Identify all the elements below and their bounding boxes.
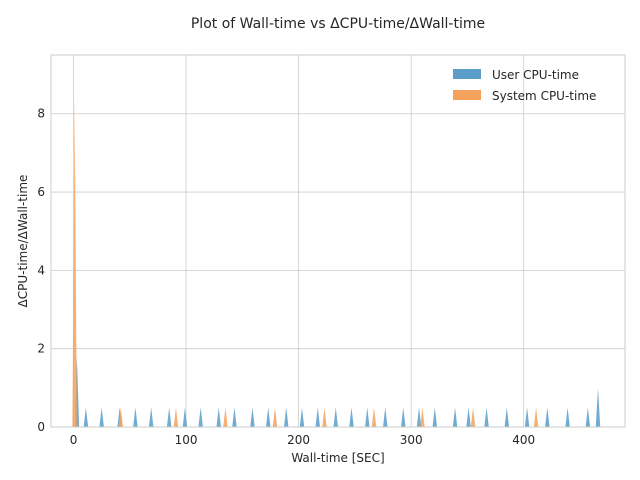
area-spike [416,407,422,427]
grid-lines [51,55,625,428]
area-spike [198,407,203,427]
y-tick-label: 0 [37,420,45,434]
y-tick-label: 6 [37,185,45,199]
area-spike [182,407,188,427]
area-spike [133,407,138,427]
y-axis-label: ΔCPU-time/ΔWall-time [16,175,30,308]
y-tick-label: 2 [37,342,45,356]
legend: User CPU-time System CPU-time [453,68,596,103]
area-spike [585,407,591,427]
area-spike [83,407,89,427]
area-spike [470,407,476,427]
x-tick-label: 200 [287,433,310,447]
area-spike [420,407,425,427]
area-spike [72,98,77,428]
area-spike [216,407,221,427]
legend-swatch-user-cpu [453,69,481,79]
area-spike [250,407,255,427]
legend-label-system-cpu: System CPU-time [492,89,596,103]
area-spike [173,407,179,427]
x-axis-label: Wall-time [SEC] [291,451,384,465]
area-spike [299,407,305,427]
legend-label-user-cpu: User CPU-time [492,68,579,82]
x-tick-label: 400 [512,433,535,447]
area-spike [232,407,237,427]
area-spike [504,407,510,427]
series-layer [72,98,601,428]
area-spike [349,407,354,427]
area-spike [333,407,338,427]
chart-title: Plot of Wall-time vs ΔCPU-time/ΔWall-tim… [191,16,485,32]
plot-frame [50,54,626,428]
area-spike [595,387,601,427]
area-spike [452,407,458,427]
area-spike [272,407,278,427]
area-spike [223,407,228,427]
legend-swatch-system-cpu [453,90,481,100]
area-spike [484,407,489,427]
area-spike [322,407,327,427]
x-tick-label: 0 [70,433,78,447]
y-tick-label: 8 [37,107,45,121]
x-tick-labels: 0 100 200 300 400 [70,433,535,447]
area-spike [365,407,370,427]
y-tick-labels: 0 2 4 6 8 [37,107,45,434]
x-tick-label: 100 [175,433,198,447]
series-system-cpu-time [72,98,539,428]
area-spike [432,407,438,427]
area-spike [166,407,172,427]
area-spike [371,407,377,427]
area-spike [533,407,539,427]
y-tick-label: 4 [37,263,45,277]
area-spike [99,407,104,427]
area-spike [265,407,271,427]
area-spike [524,407,530,427]
area-spike [545,407,550,427]
area-spike [315,407,320,427]
area-spike [283,407,289,427]
area-spike [466,407,471,427]
area-spike [148,407,154,427]
x-tick-label: 300 [400,433,423,447]
area-spike [383,407,388,427]
area-spike [565,407,570,427]
area-spike [118,407,124,427]
series-user-cpu-time [74,356,601,427]
area-spike [401,407,406,427]
